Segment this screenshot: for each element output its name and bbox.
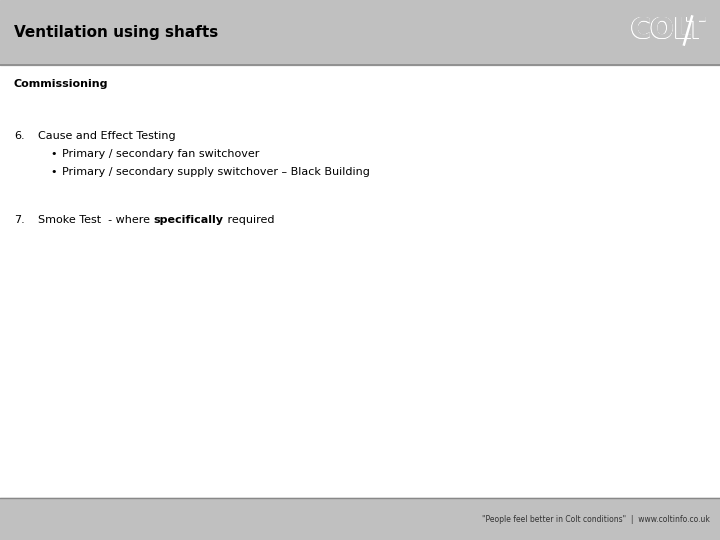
Text: COLT: COLT <box>630 17 706 45</box>
Bar <box>0 498 720 540</box>
Text: COLT: COLT <box>629 17 706 44</box>
Text: COLT: COLT <box>630 17 706 44</box>
Text: specifically: specifically <box>153 215 223 225</box>
Text: •: • <box>50 167 56 177</box>
Text: COLT: COLT <box>631 17 706 44</box>
Text: "People feel better in Colt conditions"  |  www.coltinfo.co.uk: "People feel better in Colt conditions" … <box>482 515 710 523</box>
Text: Ventilation using shafts: Ventilation using shafts <box>14 25 218 40</box>
Text: COLT: COLT <box>631 16 706 44</box>
Text: COLT: COLT <box>629 16 706 44</box>
Text: COLT: COLT <box>630 17 706 44</box>
Text: Smoke Test  - where: Smoke Test - where <box>38 215 153 225</box>
Text: Primary / secondary fan switchover: Primary / secondary fan switchover <box>62 149 259 159</box>
Text: COLT: COLT <box>630 16 706 44</box>
Text: COLT: COLT <box>629 17 706 45</box>
Text: Cause and Effect Testing: Cause and Effect Testing <box>38 131 176 141</box>
Bar <box>0 0 720 65</box>
Text: Primary / secondary supply switchover – Black Building: Primary / secondary supply switchover – … <box>62 167 370 177</box>
Text: required: required <box>223 215 274 225</box>
Text: 7.: 7. <box>14 215 24 225</box>
Text: Commissioning: Commissioning <box>14 79 109 89</box>
Text: •: • <box>50 149 56 159</box>
Text: COLT: COLT <box>631 17 706 45</box>
Text: 6.: 6. <box>14 131 24 141</box>
